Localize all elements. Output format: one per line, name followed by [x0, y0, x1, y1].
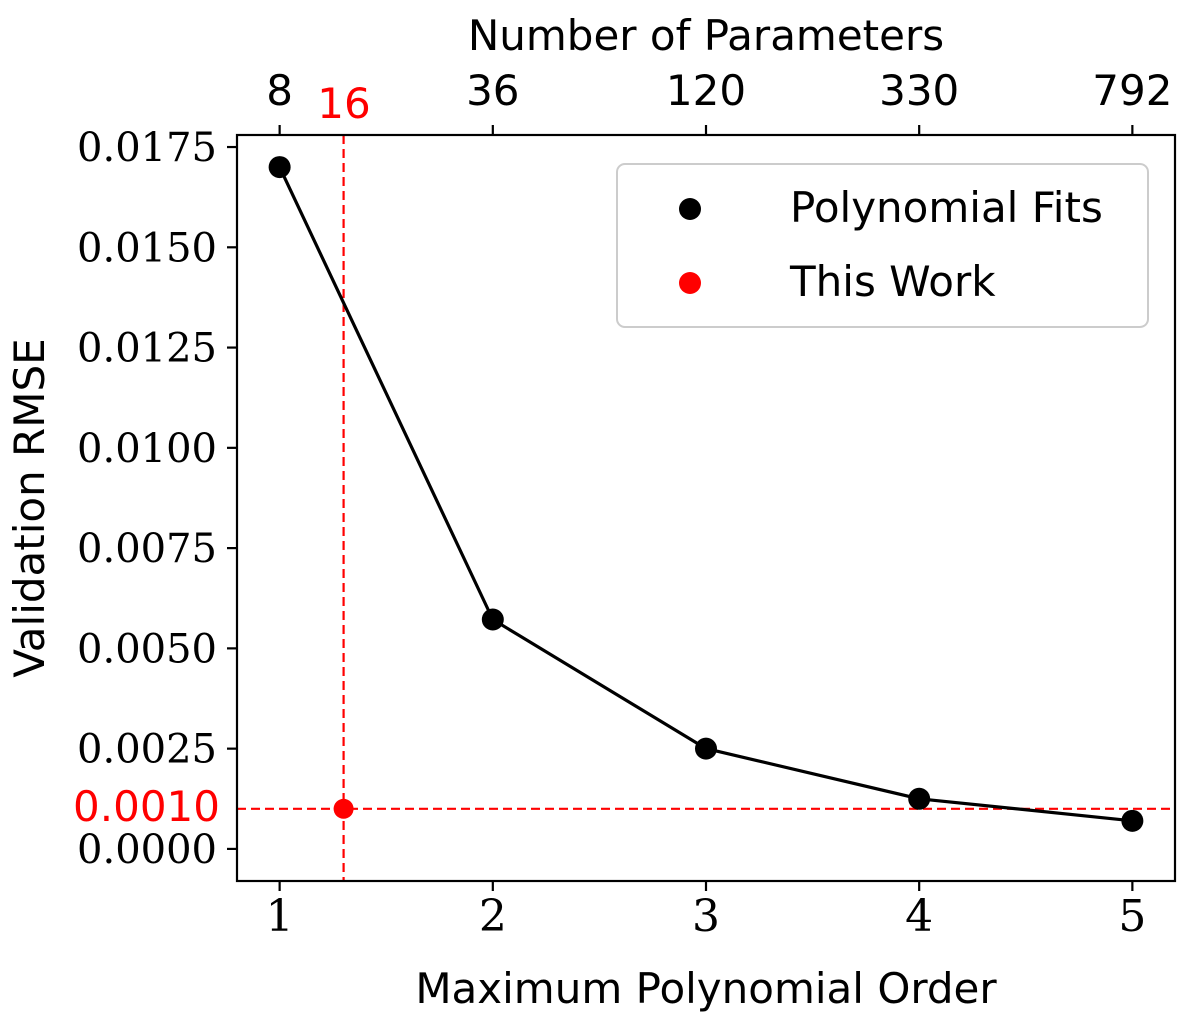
x-tick-label-4: 4 [905, 891, 933, 942]
top-tick-label-120: 120 [666, 66, 746, 115]
top-tick-label-8: 8 [266, 66, 293, 115]
top-tick-label-330: 330 [879, 66, 959, 115]
y-tick-label-2: 0.0050 [77, 626, 217, 672]
y-tick-label-1: 0.0025 [77, 727, 217, 773]
top-tick-label-36: 36 [466, 66, 519, 115]
top-axis-title: Number of Parameters [468, 11, 944, 60]
data-point-polynomial-fits-1 [268, 156, 291, 179]
y-tick-label-3: 0.0075 [77, 526, 217, 572]
data-point-polynomial-fits-5 [1121, 809, 1144, 832]
annotations-layer [237, 135, 1175, 881]
top-tick-label-792: 792 [1092, 66, 1172, 115]
legend: Polynomial Fits This Work [616, 163, 1149, 328]
y-tick-label-0: 0.0000 [77, 827, 217, 873]
x-tick-label-3: 3 [692, 891, 720, 942]
legend-marker-polynomial-fits [679, 198, 701, 220]
legend-marker-this-work [679, 272, 701, 294]
y-axis-title: Validation RMSE [5, 338, 54, 677]
y-tick-label-6: 0.0150 [77, 225, 217, 271]
data-point-polynomial-fits-2 [481, 608, 504, 631]
series-layer [268, 156, 1144, 832]
y-axis: 0.0000 0.0025 0.0050 0.0075 0.0100 0.0125 0.01… [77, 125, 237, 873]
bottom-x-axis: 1 2 3 4 5 [266, 881, 1146, 942]
data-point-polynomial-fits-4 [908, 787, 931, 810]
legend-box [616, 163, 1149, 328]
legend-label-this-work: This Work [789, 257, 996, 306]
x-tick-label-2: 2 [479, 891, 507, 942]
y-tick-label-7: 0.0175 [77, 125, 217, 171]
x-tick-label-5: 5 [1118, 891, 1146, 942]
vline-label: 16 [317, 79, 370, 128]
y-tick-label-5: 0.0125 [77, 326, 217, 372]
data-point-this-work [333, 798, 354, 819]
top-x-axis: 8 36 120 330 792 [266, 66, 1172, 135]
x-axis-title: Maximum Polynomial Order [415, 964, 997, 1013]
legend-label-polynomial-fits: Polynomial Fits [790, 183, 1103, 232]
data-point-polynomial-fits-3 [695, 737, 717, 760]
y-tick-label-4: 0.0100 [77, 426, 217, 472]
x-tick-label-1: 1 [266, 891, 294, 942]
hline-label: 0.0010 [73, 782, 220, 831]
